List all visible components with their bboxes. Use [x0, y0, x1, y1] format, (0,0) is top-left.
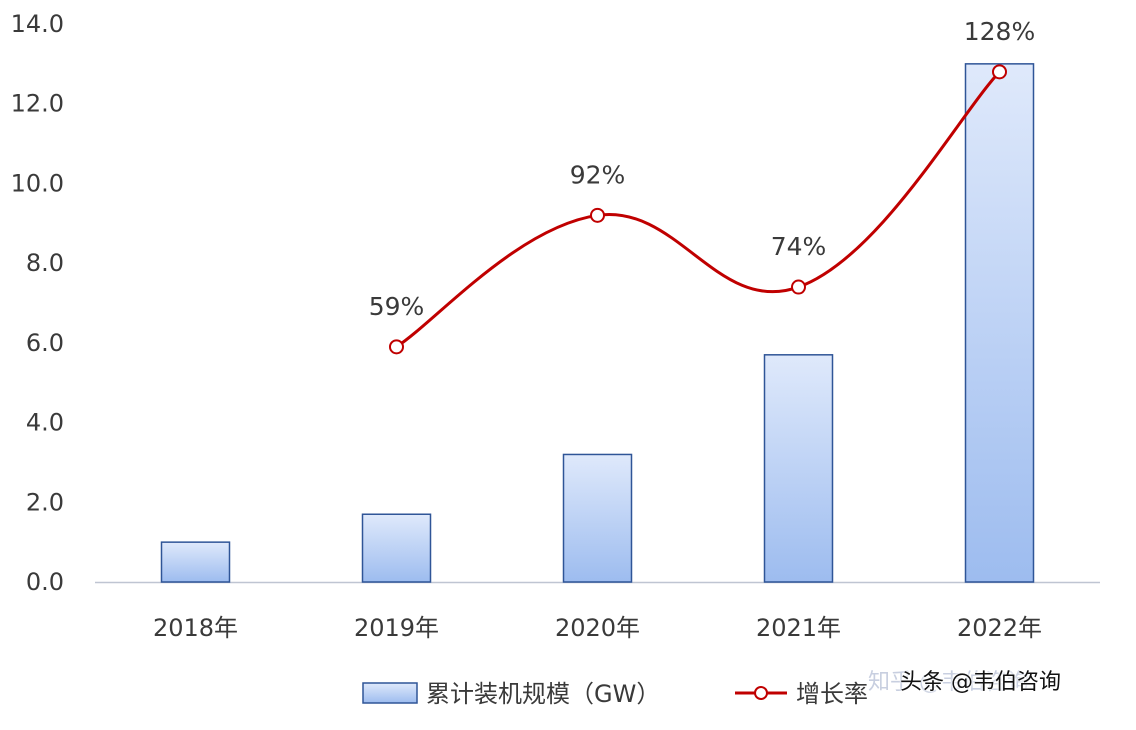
growth-data-label: 128% — [964, 17, 1035, 46]
legend-line-marker — [754, 686, 768, 700]
watermark-ghost: 知乎 @韦伯咨询 — [868, 670, 1029, 695]
growth-point — [791, 279, 806, 295]
bar-2019年 — [361, 513, 432, 583]
growth-point — [992, 64, 1007, 80]
legend-line-label: 增长率 — [796, 680, 868, 708]
y-tick-label: 14.0 — [11, 10, 64, 38]
bar-2021年 — [763, 354, 834, 583]
x-tick-label: 2022年 — [957, 614, 1042, 642]
growth-point — [590, 207, 605, 223]
growth-data-label: 92% — [570, 160, 626, 189]
bar-2018年 — [160, 541, 231, 583]
legend-bar-swatch — [362, 682, 418, 704]
y-tick-label: 12.0 — [11, 90, 64, 118]
growth-data-label: 59% — [369, 292, 425, 321]
y-tick-label: 10.0 — [11, 169, 64, 197]
bar-series — [160, 63, 1035, 583]
growth-data-label: 74% — [771, 232, 827, 261]
y-tick-label: 6.0 — [26, 329, 64, 357]
y-tick-label: 8.0 — [26, 249, 64, 277]
legend-bar-label: 累计装机规模（GW） — [426, 680, 660, 708]
bar-2022年 — [964, 63, 1035, 583]
x-tick-label: 2021年 — [756, 614, 841, 642]
y-tick-label: 4.0 — [26, 409, 64, 437]
bar-2020年 — [562, 453, 633, 583]
y-tick-label: 2.0 — [26, 488, 64, 516]
y-axis: 0.0 2.0 4.0 6.0 8.0 10.0 12.0 14.0 — [11, 10, 64, 596]
watermark: 头条 @韦伯咨询 — [900, 670, 1061, 695]
y-tick-label: 0.0 — [26, 568, 64, 596]
x-tick-label: 2020年 — [555, 614, 640, 642]
x-tick-label: 2019年 — [354, 614, 439, 642]
growth-line-series: 59% 92% 74% 128% — [369, 17, 1035, 355]
legend: 累计装机规模（GW） 增长率 — [362, 680, 868, 708]
x-axis: 2018年 2019年 2020年 2021年 2022年 — [153, 614, 1042, 642]
growth-point — [389, 339, 404, 355]
growth-line — [395, 70, 1001, 349]
x-tick-label: 2018年 — [153, 614, 238, 642]
